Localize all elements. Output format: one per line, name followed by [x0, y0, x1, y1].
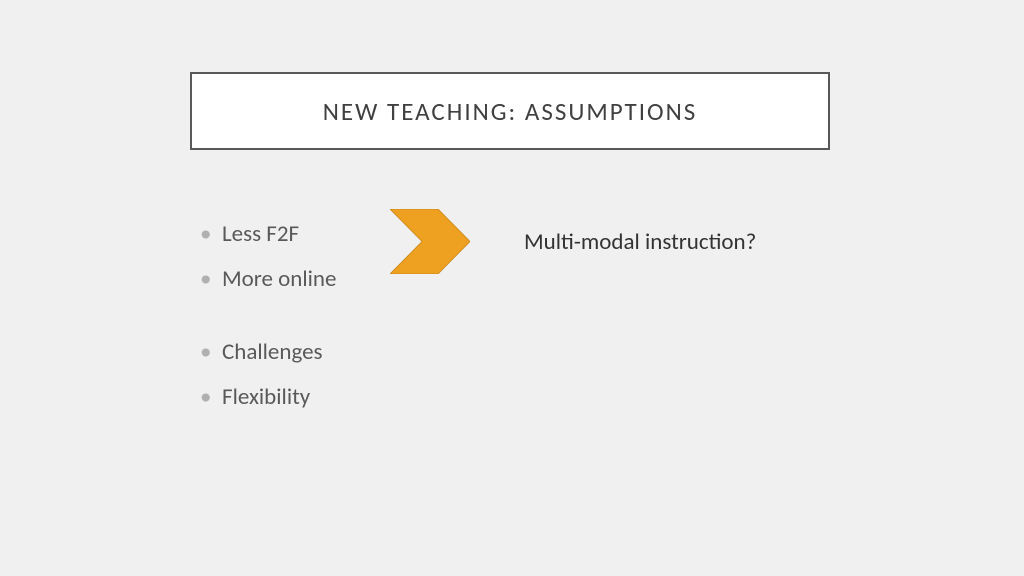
list-item: Less F2F	[200, 212, 336, 257]
title-box: NEW TEACHING: ASSUMPTIONS	[190, 72, 830, 150]
chevron-right-icon	[390, 209, 470, 274]
slide: NEW TEACHING: ASSUMPTIONS Less F2FMore o…	[0, 0, 1024, 576]
slide-title: NEW TEACHING: ASSUMPTIONS	[323, 96, 697, 127]
list-item: More online	[200, 257, 336, 302]
list-item: Flexibility	[200, 375, 323, 420]
bullet-group-2: ChallengesFlexibility	[200, 330, 323, 420]
bullet-group-1: Less F2FMore online	[200, 212, 336, 302]
list-item: Challenges	[200, 330, 323, 375]
callout-text: Multi-modal instruction?	[524, 228, 756, 256]
